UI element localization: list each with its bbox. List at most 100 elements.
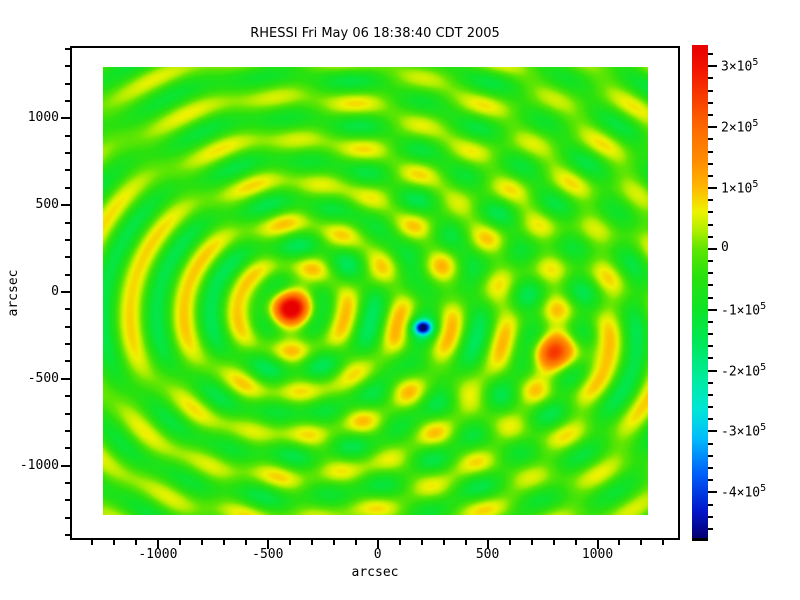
y-major-tick: [61, 464, 70, 467]
colorbar-major-tick: [708, 65, 717, 68]
y-minor-tick: [65, 65, 70, 68]
y-minor-tick: [65, 186, 70, 189]
colorbar-minor-tick: [708, 503, 713, 506]
y-minor-tick: [65, 395, 70, 398]
y-minor-tick: [65, 447, 70, 450]
x-major-tick: [266, 540, 269, 549]
x-minor-tick: [464, 540, 467, 545]
colorbar-minor-tick: [708, 381, 713, 384]
y-minor-tick: [65, 481, 70, 484]
colorbar-minor-tick: [708, 138, 713, 141]
heatmap-canvas: [103, 67, 648, 515]
colorbar-tick-label: 2×105: [721, 118, 759, 136]
colorbar-minor-tick: [708, 53, 713, 56]
colorbar-minor-tick: [708, 406, 713, 409]
y-minor-tick: [65, 516, 70, 519]
colorbar-minor-tick: [708, 199, 713, 202]
colorbar-minor-tick: [708, 77, 713, 80]
colorbar-minor-tick: [708, 345, 713, 348]
colorbar-minor-tick: [708, 296, 713, 299]
y-minor-tick: [65, 273, 70, 276]
y-major-tick: [61, 117, 70, 120]
colorbar-tick-label: -2×105: [721, 361, 767, 379]
y-tick-label: 1000: [27, 110, 59, 126]
y-minor-tick: [65, 325, 70, 328]
colorbar-minor-tick: [708, 418, 713, 421]
y-major-tick: [61, 204, 70, 207]
x-minor-tick: [90, 540, 93, 545]
y-minor-tick: [65, 534, 70, 537]
colorbar-minor-tick: [708, 113, 713, 116]
colorbar: [692, 45, 708, 538]
x-minor-tick: [332, 540, 335, 545]
y-minor-tick: [65, 82, 70, 85]
x-major-tick: [486, 540, 489, 549]
x-minor-tick: [420, 540, 423, 545]
y-major-tick: [61, 291, 70, 293]
x-minor-tick: [310, 540, 313, 545]
colorbar-minor-tick: [708, 89, 713, 92]
colorbar-minor-tick: [708, 260, 713, 263]
colorbar-minor-tick: [708, 162, 713, 165]
colorbar-major-tick: [708, 126, 717, 129]
plot-frame: [70, 46, 680, 540]
x-major-tick: [596, 540, 599, 549]
colorbar-minor-tick: [708, 235, 713, 238]
y-minor-tick: [65, 429, 70, 432]
colorbar-tick-label: -1×105: [721, 300, 767, 319]
colorbar-tick-label: 3×105: [721, 57, 759, 75]
x-tick-label: 0: [373, 547, 382, 562]
x-minor-tick: [178, 540, 181, 545]
y-tick-label: -500: [27, 370, 59, 386]
colorbar-minor-tick: [708, 272, 713, 275]
colorbar-minor-tick: [708, 515, 713, 518]
colorbar-end-cap: [692, 538, 708, 541]
y-minor-tick: [65, 100, 70, 103]
x-minor-tick: [508, 540, 511, 545]
y-tick-label: 500: [35, 197, 59, 213]
colorbar-major-tick: [708, 491, 717, 494]
x-minor-tick: [662, 540, 665, 545]
x-tick-label: -1000: [138, 547, 178, 562]
y-minor-tick: [65, 308, 70, 311]
y-minor-tick: [65, 412, 70, 415]
x-minor-tick: [574, 540, 577, 545]
y-minor-tick: [65, 360, 70, 363]
y-minor-tick: [65, 152, 70, 155]
y-minor-tick: [65, 343, 70, 346]
colorbar-minor-tick: [708, 150, 713, 153]
colorbar-major-tick: [708, 247, 717, 250]
colorbar-major-tick: [708, 369, 717, 372]
x-minor-tick: [398, 540, 401, 545]
x-major-tick: [156, 540, 159, 549]
x-minor-tick: [618, 540, 621, 545]
colorbar-major-tick: [708, 308, 717, 311]
y-tick-label: -1000: [19, 457, 59, 473]
colorbar-tick-label: -3×105: [721, 422, 767, 440]
colorbar-minor-tick: [708, 174, 713, 177]
colorbar-minor-tick: [708, 333, 713, 336]
y-minor-tick: [65, 47, 70, 50]
colorbar-major-tick: [708, 187, 717, 190]
colorbar-minor-tick: [708, 393, 713, 396]
y-minor-tick: [65, 221, 70, 224]
colorbar-minor-tick: [708, 479, 713, 482]
colorbar-minor-tick: [708, 320, 713, 323]
colorbar-minor-tick: [708, 467, 713, 469]
x-minor-tick: [442, 540, 445, 545]
colorbar-minor-tick: [708, 223, 713, 226]
x-tick-label: 500: [475, 547, 500, 562]
x-minor-tick: [640, 540, 643, 545]
plot-title: RHESSI Fri May 06 18:38:40 CDT 2005: [250, 26, 500, 41]
colorbar-minor-tick: [708, 442, 713, 445]
colorbar-minor-tick: [708, 357, 713, 360]
colorbar-minor-tick: [708, 284, 713, 287]
colorbar-minor-tick: [708, 101, 713, 104]
x-minor-tick: [112, 540, 115, 545]
y-minor-tick: [65, 134, 70, 137]
x-tick-label: -500: [252, 547, 284, 562]
colorbar-tick-label: -4×105: [721, 483, 767, 501]
y-axis-label: arcsec: [6, 269, 21, 317]
x-minor-tick: [200, 540, 203, 545]
